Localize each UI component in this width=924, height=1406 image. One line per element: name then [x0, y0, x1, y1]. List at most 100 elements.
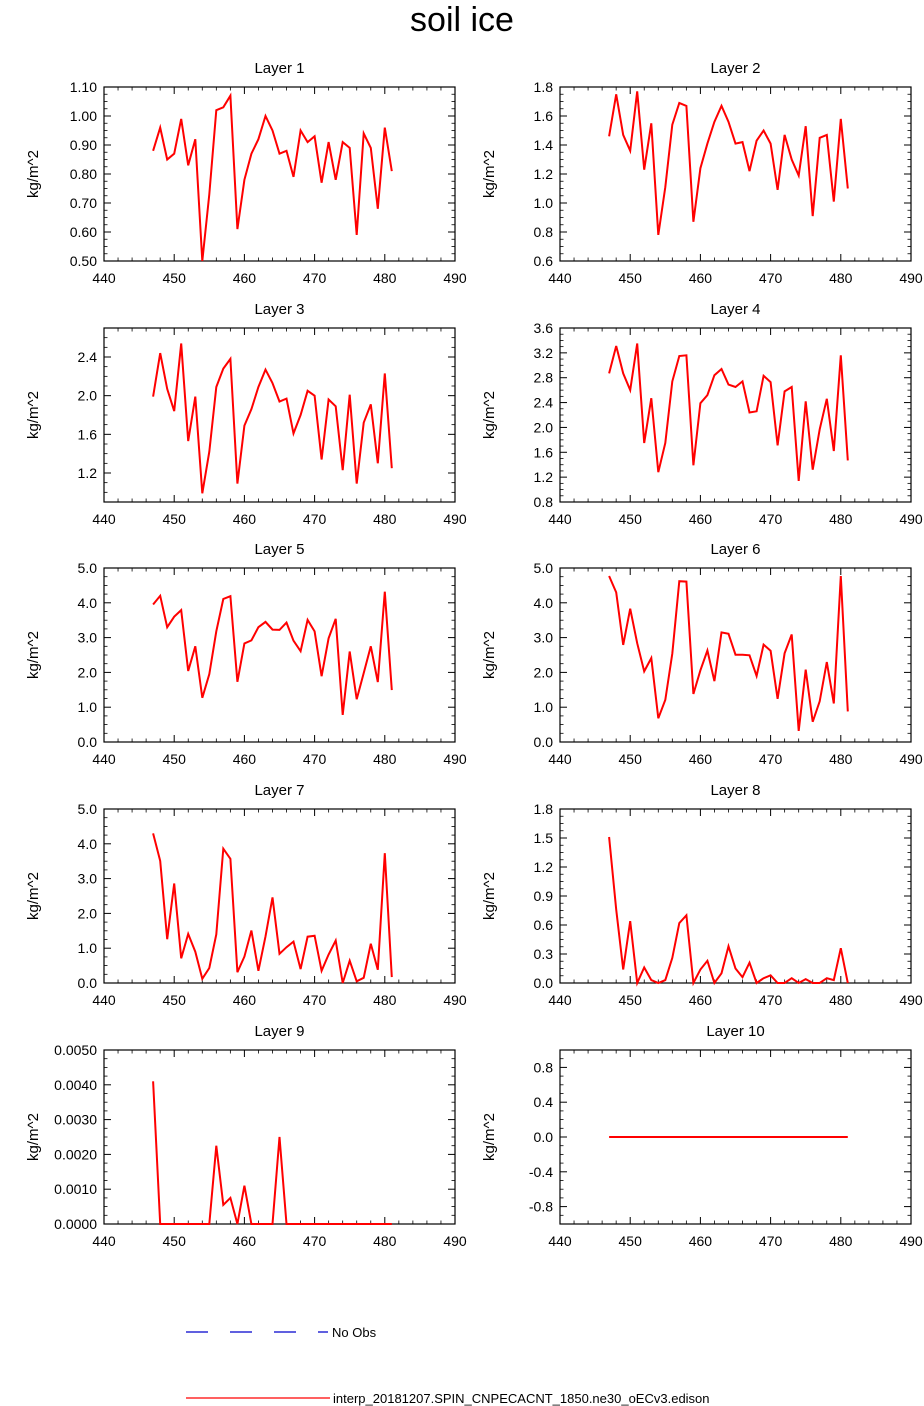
layer8-frame — [559, 808, 912, 984]
layer5-series-line — [152, 591, 393, 716]
layer3-ytick-label: 2.0 — [78, 388, 98, 404]
layer1-xtick-label: 440 — [92, 270, 116, 286]
layer9-ytick-label: 0.0020 — [54, 1146, 97, 1162]
layer10-ylabel: kg/m^2 — [481, 1113, 498, 1161]
layer4-xtick-label: 470 — [759, 511, 783, 527]
layer1-ytick-label: 0.50 — [70, 253, 97, 269]
layer7-ytick-label: 0.0 — [78, 975, 98, 991]
layer9-series-line — [152, 1081, 392, 1225]
layer10-ytick-label: 0.0 — [534, 1129, 554, 1145]
layer5-xtick-label: 490 — [443, 751, 467, 767]
layer4-xtick-label: 440 — [548, 511, 572, 527]
layer9-ytick-label: 0.0000 — [54, 1216, 97, 1232]
layer10-xtick-label: 460 — [689, 1233, 713, 1249]
layer2-ytick-label: 1.6 — [534, 108, 554, 124]
layer2-xtick-label: 490 — [899, 270, 923, 286]
layer1-ytick-label: 1.00 — [70, 108, 97, 124]
layer1-series-line — [152, 92, 393, 262]
layer6-xtick-label: 490 — [899, 751, 923, 767]
figure-title: soil ice — [410, 1, 514, 39]
layer5-xtick-label: 460 — [233, 751, 257, 767]
layer7-xtick-label: 470 — [303, 992, 327, 1008]
layer5-ytick-label: 5.0 — [78, 560, 98, 576]
layer5-xtick-label: 470 — [303, 751, 327, 767]
layer6-ytick-label: 5.0 — [534, 560, 554, 576]
layer4-frame — [559, 327, 912, 503]
layer5-ylabel: kg/m^2 — [25, 631, 42, 679]
layer8-xtick-label: 480 — [829, 992, 853, 1008]
layer4-title: Layer 4 — [710, 301, 760, 318]
layer3-series-line — [152, 343, 393, 494]
layer2-xtick-label: 440 — [548, 270, 572, 286]
layer8-ylabel: kg/m^2 — [481, 872, 498, 920]
layer8-ytick-label: 1.2 — [534, 859, 554, 875]
layer8-ytick-label: 0.9 — [534, 888, 554, 904]
layer2-ylabel: kg/m^2 — [481, 150, 498, 198]
layer8-ytick-label: 1.8 — [534, 801, 554, 817]
layer4-ytick-label: 1.6 — [534, 444, 554, 460]
layer8-ytick-label: 1.5 — [534, 830, 554, 846]
layer4-ytick-label: 2.0 — [534, 419, 554, 435]
layer1-ytick-label: 0.70 — [70, 195, 97, 211]
legend-obs-label: No Obs — [332, 1325, 377, 1340]
layer5-ytick-label: 1.0 — [78, 699, 98, 715]
layer10-ytick-label: -0.8 — [529, 1199, 553, 1215]
layer5-xtick-label: 440 — [92, 751, 116, 767]
layer2-ytick-label: 1.4 — [534, 137, 554, 153]
layer1-xtick-label: 480 — [373, 270, 397, 286]
layer6-ytick-label: 1.0 — [534, 699, 554, 715]
layer7-ytick-label: 1.0 — [78, 940, 98, 956]
layer2-xtick-label: 450 — [619, 270, 643, 286]
layer4-ytick-label: 3.2 — [534, 345, 554, 361]
layer9-ytick-label: 0.0030 — [54, 1112, 97, 1128]
layer3-xtick-label: 470 — [303, 511, 327, 527]
layer2-ytick-label: 1.2 — [534, 166, 554, 182]
layer9-xtick-label: 480 — [373, 1233, 397, 1249]
layer7-xtick-label: 460 — [233, 992, 257, 1008]
layer7-series-line — [152, 833, 393, 984]
layer6-xtick-label: 460 — [689, 751, 713, 767]
layer10-xtick-label: 470 — [759, 1233, 783, 1249]
layer4-ytick-label: 3.6 — [534, 320, 554, 336]
layer6-ytick-label: 4.0 — [534, 595, 554, 611]
layer9-ytick-label: 0.0010 — [54, 1181, 97, 1197]
layer8-xtick-label: 440 — [548, 992, 572, 1008]
layer5-xtick-label: 480 — [373, 751, 397, 767]
layer9-ylabel: kg/m^2 — [25, 1113, 42, 1161]
layer3-frame — [103, 327, 456, 503]
layer6-xtick-label: 450 — [619, 751, 643, 767]
layer5-frame — [103, 567, 456, 743]
layer1-ylabel: kg/m^2 — [25, 150, 42, 198]
layer9-xtick-label: 440 — [92, 1233, 116, 1249]
layer2-xtick-label: 470 — [759, 270, 783, 286]
layer3-ytick-label: 2.4 — [78, 349, 98, 365]
layer8-title: Layer 8 — [710, 782, 760, 799]
layer9-ytick-label: 0.0040 — [54, 1077, 97, 1093]
layer6-ytick-label: 3.0 — [534, 630, 554, 646]
layer9-xtick-label: 460 — [233, 1233, 257, 1249]
layer4-series-line — [608, 343, 849, 481]
layer7-ytick-label: 3.0 — [78, 871, 98, 887]
layer4-ytick-label: 2.8 — [534, 370, 554, 386]
layer1-xtick-label: 450 — [163, 270, 187, 286]
layer10-title: Layer 10 — [706, 1023, 764, 1040]
layer3-ytick-label: 1.2 — [78, 465, 98, 481]
layer3-xtick-label: 490 — [443, 511, 467, 527]
layer7-title: Layer 7 — [254, 782, 304, 799]
layer6-ytick-label: 2.0 — [534, 664, 554, 680]
layer9-xtick-label: 490 — [443, 1233, 467, 1249]
layer10-xtick-label: 440 — [548, 1233, 572, 1249]
layer6-series-line — [608, 575, 849, 732]
layer8-ytick-label: 0.6 — [534, 917, 554, 933]
layer10-xtick-label: 450 — [619, 1233, 643, 1249]
layer1-ytick-label: 0.90 — [70, 137, 97, 153]
layer5-ytick-label: 4.0 — [78, 595, 98, 611]
layer6-title: Layer 6 — [710, 541, 760, 558]
layer7-ytick-label: 4.0 — [78, 836, 98, 852]
layer7-ytick-label: 5.0 — [78, 801, 98, 817]
layer10-xtick-label: 490 — [899, 1233, 923, 1249]
layer5-ytick-label: 0.0 — [78, 734, 98, 750]
layer4-ytick-label: 0.8 — [534, 494, 554, 510]
layer4-xtick-label: 450 — [619, 511, 643, 527]
